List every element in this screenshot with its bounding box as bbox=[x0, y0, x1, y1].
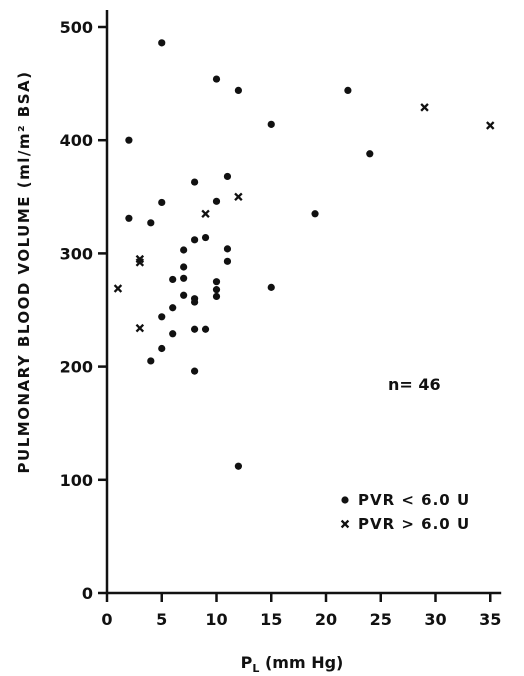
data-point-low-pvr bbox=[223, 257, 232, 265]
data-point-low-pvr bbox=[267, 283, 275, 291]
x-tick-label: 5 bbox=[156, 610, 167, 629]
data-point-low-pvr bbox=[125, 136, 133, 144]
data-point-low-pvr bbox=[234, 86, 242, 94]
legend-label: PVR < 6.0 U bbox=[358, 491, 470, 509]
x-axis-label-units: (mm Hg) bbox=[259, 653, 343, 672]
data-point-low-pvr bbox=[191, 298, 199, 306]
data-point-high-pvr bbox=[135, 258, 145, 267]
data-point-low-pvr bbox=[212, 286, 221, 294]
legend: PVR < 6.0 U PVR > 6.0 U bbox=[340, 491, 470, 533]
data-point-low-pvr bbox=[344, 86, 352, 94]
data-point-low-pvr bbox=[212, 278, 221, 286]
y-tick-label: 0 bbox=[82, 584, 93, 603]
data-point-low-pvr bbox=[191, 325, 199, 333]
data-point-low-pvr bbox=[212, 197, 221, 205]
data-point-low-pvr bbox=[267, 120, 275, 128]
data-point-low-pvr bbox=[158, 313, 166, 321]
x-tick-label: 10 bbox=[205, 610, 227, 629]
data-point-low-pvr bbox=[366, 150, 374, 158]
data-point-low-pvr bbox=[212, 75, 221, 83]
x-ticks: 0 5 10 15 20 25 30 35 bbox=[101, 593, 501, 629]
data-point-low-pvr bbox=[180, 274, 188, 282]
y-tick-label: 100 bbox=[60, 471, 93, 490]
data-point-low-pvr bbox=[191, 236, 199, 244]
data-point-low-pvr bbox=[125, 214, 133, 222]
data-point-high-pvr bbox=[113, 284, 123, 293]
y-tick-label: 300 bbox=[60, 244, 93, 263]
sample-size-annotation: n= 46 bbox=[388, 375, 441, 394]
x-tick-label: 15 bbox=[260, 610, 282, 629]
data-point-low-pvr bbox=[223, 172, 232, 181]
data-point-low-pvr bbox=[234, 462, 242, 470]
x-axis-label-main: P bbox=[241, 653, 253, 672]
data-point-low-pvr bbox=[201, 325, 210, 333]
y-tick-label: 400 bbox=[60, 131, 93, 150]
data-point-low-pvr bbox=[223, 245, 232, 253]
legend-cross-icon bbox=[340, 519, 350, 529]
x-tick-label: 25 bbox=[370, 610, 392, 629]
data-point-low-pvr bbox=[180, 246, 188, 254]
data-point-high-pvr bbox=[201, 209, 210, 218]
data-point-high-pvr bbox=[135, 323, 145, 333]
data-point-low-pvr bbox=[201, 233, 210, 242]
data-point-low-pvr bbox=[169, 330, 177, 338]
x-tick-label: 35 bbox=[479, 610, 501, 629]
data-point-high-pvr bbox=[486, 121, 495, 130]
x-tick-label: 0 bbox=[101, 610, 112, 629]
y-tick-label: 200 bbox=[60, 358, 93, 377]
legend-label: PVR > 6.0 U bbox=[358, 515, 470, 533]
data-point-high-pvr bbox=[420, 103, 429, 112]
data-point-low-pvr bbox=[158, 344, 166, 353]
data-point-high-pvr bbox=[234, 192, 243, 202]
data-point-low-pvr bbox=[169, 275, 177, 284]
data-point-low-pvr bbox=[158, 198, 166, 207]
y-ticks: 0 100 200 300 400 500 bbox=[60, 18, 107, 603]
data-point-low-pvr bbox=[191, 178, 199, 186]
data-point-low-pvr bbox=[311, 210, 319, 218]
x-tick-label: 30 bbox=[424, 610, 446, 629]
data-point-low-pvr bbox=[212, 292, 221, 301]
data-point-low-pvr bbox=[147, 219, 155, 227]
y-axis-label: PULMONARY BLOOD VOLUME (ml/m² BSA) bbox=[15, 71, 33, 474]
data-point-low-pvr bbox=[191, 367, 199, 375]
data-point-low-pvr bbox=[169, 304, 177, 312]
x-tick-label: 20 bbox=[315, 610, 337, 629]
data-point-low-pvr bbox=[147, 357, 155, 365]
data-point-low-pvr bbox=[158, 39, 166, 47]
x-axis-label-subscript: L bbox=[252, 662, 259, 675]
y-tick-label: 500 bbox=[60, 18, 93, 37]
data-points bbox=[113, 39, 495, 470]
legend-dot-icon bbox=[341, 496, 349, 504]
data-point-low-pvr bbox=[180, 291, 188, 299]
x-axis-label: PL (mm Hg) bbox=[241, 653, 344, 675]
data-point-low-pvr bbox=[180, 263, 188, 271]
